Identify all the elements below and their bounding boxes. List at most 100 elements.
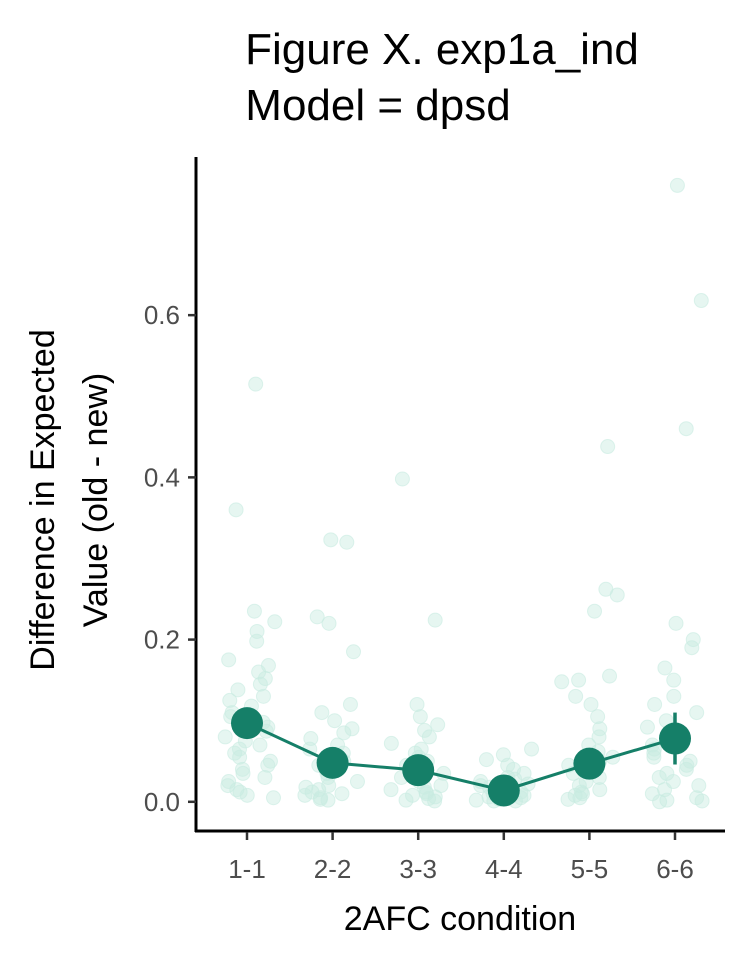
individual-point <box>257 671 273 687</box>
individual-point <box>568 688 584 704</box>
individual-point <box>314 705 330 721</box>
individual-point <box>609 587 625 603</box>
individual-point <box>227 745 243 761</box>
individual-point <box>312 791 328 807</box>
x-tick-label: 6-6 <box>656 854 694 884</box>
individual-point <box>235 765 251 781</box>
mean-point <box>573 747 606 780</box>
individual-point <box>478 752 494 768</box>
individual-point <box>228 502 244 518</box>
individual-point <box>430 717 446 733</box>
individual-point <box>590 709 606 725</box>
individual-point <box>297 787 313 803</box>
individual-point <box>600 439 616 455</box>
individual-point <box>334 786 350 802</box>
individual-point <box>427 612 443 628</box>
individual-point <box>647 696 663 712</box>
y-tick-label: 0.2 <box>144 625 180 655</box>
y-axis-title-line-1: Difference in Expected <box>24 329 62 670</box>
individual-point <box>248 376 264 392</box>
individual-point <box>678 761 694 777</box>
individual-point <box>231 741 247 757</box>
individual-point <box>383 735 399 751</box>
y-axis-title-line-2: Value (old - new) <box>77 373 115 628</box>
individual-point <box>468 792 484 808</box>
individual-point <box>668 615 684 631</box>
x-tick-label: 1-1 <box>228 854 266 884</box>
individual-point <box>657 660 673 676</box>
individual-point <box>220 778 236 794</box>
individual-point <box>639 719 655 735</box>
individual-point <box>321 615 337 631</box>
individual-point <box>669 177 685 193</box>
individual-point <box>560 791 576 807</box>
y-ticks: 0.0 0.2 0.4 0.6 <box>144 300 196 817</box>
chart-title-line-1: Figure X. exp1a_ind <box>245 25 639 74</box>
individual-point <box>574 786 590 802</box>
x-tick-label: 3-3 <box>399 854 437 884</box>
x-ticks: 1-1 2-2 3-3 4-4 5-5 6-6 <box>228 832 694 884</box>
individual-point <box>421 729 437 745</box>
individual-point <box>222 692 238 708</box>
individual-point <box>524 741 540 757</box>
individual-point <box>344 721 360 737</box>
chart-title-line-2: Model = dpsd <box>245 81 510 130</box>
mean-layer <box>231 707 691 807</box>
y-tick-label: 0.0 <box>144 787 180 817</box>
individual-point <box>684 640 700 656</box>
individual-point <box>323 532 339 548</box>
individual-point <box>246 603 262 619</box>
individual-point <box>652 794 668 810</box>
individual-point <box>678 421 694 437</box>
mean-point <box>316 746 349 779</box>
individual-point <box>252 737 268 753</box>
individual-point <box>583 696 599 712</box>
individual-point <box>602 668 618 684</box>
individual-point <box>339 534 355 550</box>
individual-point <box>262 753 278 769</box>
individual-point <box>592 782 608 798</box>
individual-point <box>554 674 570 690</box>
individual-point <box>409 696 425 712</box>
individual-point <box>693 293 709 309</box>
individual-point <box>572 790 588 806</box>
individual-point <box>679 757 695 773</box>
individual-point <box>217 729 233 745</box>
individual-point <box>342 696 358 712</box>
individual-point <box>587 603 603 619</box>
individual-point <box>694 793 710 809</box>
individual-point <box>383 782 399 798</box>
individual-point <box>232 784 248 800</box>
x-tick-label: 4-4 <box>485 854 523 884</box>
individual-point <box>232 749 248 765</box>
individual-point <box>255 688 271 704</box>
individual-point <box>646 749 662 765</box>
individual-point <box>591 729 607 745</box>
individual-point <box>336 725 352 741</box>
x-tick-label: 5-5 <box>571 854 609 884</box>
individual-point <box>239 787 255 803</box>
individual-point <box>257 769 273 785</box>
x-axis-title: 2AFC condition <box>344 900 576 938</box>
individual-point <box>421 791 437 807</box>
individual-point <box>260 757 276 773</box>
mean-point <box>659 722 691 755</box>
individual-point <box>309 609 325 625</box>
individual-point <box>659 792 675 808</box>
individual-point <box>666 688 682 704</box>
individual-point <box>249 633 265 649</box>
individual-point <box>346 644 362 660</box>
individual-point <box>267 614 283 630</box>
individual-point <box>427 793 443 809</box>
individual-point <box>265 790 281 806</box>
individual-point <box>234 761 250 777</box>
individual-point <box>394 471 410 487</box>
individual-point <box>327 713 343 729</box>
individual-point <box>689 705 705 721</box>
individual-point <box>691 778 707 794</box>
individual-point <box>252 676 268 692</box>
y-tick-label: 0.4 <box>144 462 180 492</box>
x-tick-label: 2-2 <box>314 854 352 884</box>
individual-point <box>230 682 246 698</box>
